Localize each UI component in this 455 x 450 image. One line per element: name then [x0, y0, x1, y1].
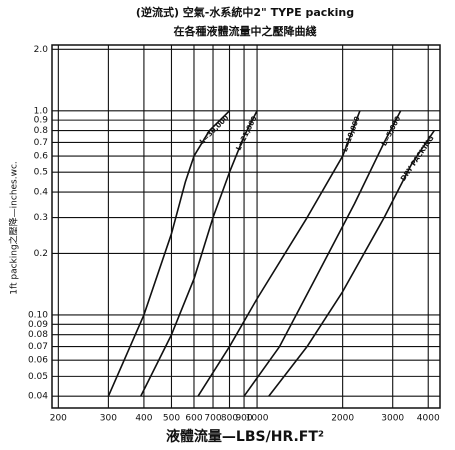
- y-tick-label: 0.07: [28, 342, 48, 352]
- y-tick-label: 1.0: [34, 106, 49, 116]
- x-tick-label: 600: [185, 414, 202, 424]
- x-tick-label: 1000: [246, 414, 269, 424]
- x-tick-label: 700: [204, 414, 221, 424]
- curve-label: L=30,000: [198, 114, 230, 146]
- y-tick-label: 0.09: [28, 320, 48, 330]
- curve: [268, 130, 435, 397]
- curve: [107, 110, 231, 397]
- y-tick-label: 0.05: [28, 372, 48, 382]
- y-tick-label: 0.5: [34, 168, 48, 178]
- plot-frame: [51, 44, 441, 409]
- y-tick-label: 0.4: [34, 188, 49, 198]
- x-tick-label: 3000: [381, 414, 404, 424]
- curve-label: DRY PACKING: [399, 134, 435, 183]
- x-tick-label: 800: [221, 414, 238, 424]
- x-axis-label: 液體流量—LBS/HR.FT²: [166, 428, 324, 445]
- x-tick-label: 2000: [331, 414, 354, 424]
- curve: [197, 110, 361, 397]
- y-tick-label: 0.2: [34, 249, 48, 259]
- chart-title: (逆流式) 空氣-水系統中2" TYPE packing: [136, 5, 354, 19]
- y-tick-label: 0.04: [28, 392, 48, 402]
- chart-subtitle: 在各種液體流量中之壓降曲綫: [174, 24, 317, 38]
- y-tick-label: 0.9: [34, 116, 49, 126]
- curve-label: L=10,000: [341, 115, 362, 153]
- y-tick-label: 0.08: [28, 330, 48, 340]
- curve: [243, 110, 402, 397]
- x-tick-label: 200: [50, 414, 67, 424]
- y-tick-label: 2.0: [34, 45, 49, 55]
- x-tick-label: 500: [163, 414, 180, 424]
- y-tick-label: 0.06: [28, 356, 48, 366]
- y-tick-label: 0.6: [34, 152, 49, 162]
- x-tick-label: 900: [235, 414, 252, 424]
- y-axis-label: 1ft packing之壓降—inches.wc.: [8, 161, 20, 295]
- y-tick-label: 0.7: [34, 138, 48, 148]
- x-tick-label: 300: [100, 414, 117, 424]
- y-tick-label: 0.3: [34, 213, 48, 223]
- x-tick-label: 4000: [417, 414, 440, 424]
- y-tick-label: 0.8: [34, 126, 49, 136]
- curve: [140, 110, 258, 397]
- y-tick-label: 0.10: [28, 310, 48, 320]
- x-tick-label: 400: [135, 414, 152, 424]
